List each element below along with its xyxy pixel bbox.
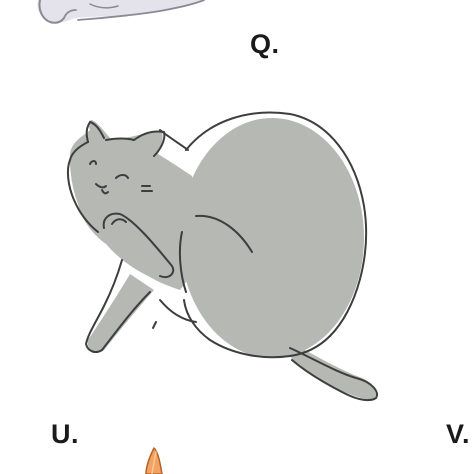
sleeping-cat-partial-icon <box>37 0 206 24</box>
orange-tip-partial-icon <box>145 447 163 474</box>
option-label-u: U. <box>51 419 79 449</box>
option-label-v: V. <box>446 419 471 449</box>
cat-grooming-icon <box>66 111 378 402</box>
option-label-q: Q. <box>250 29 280 59</box>
